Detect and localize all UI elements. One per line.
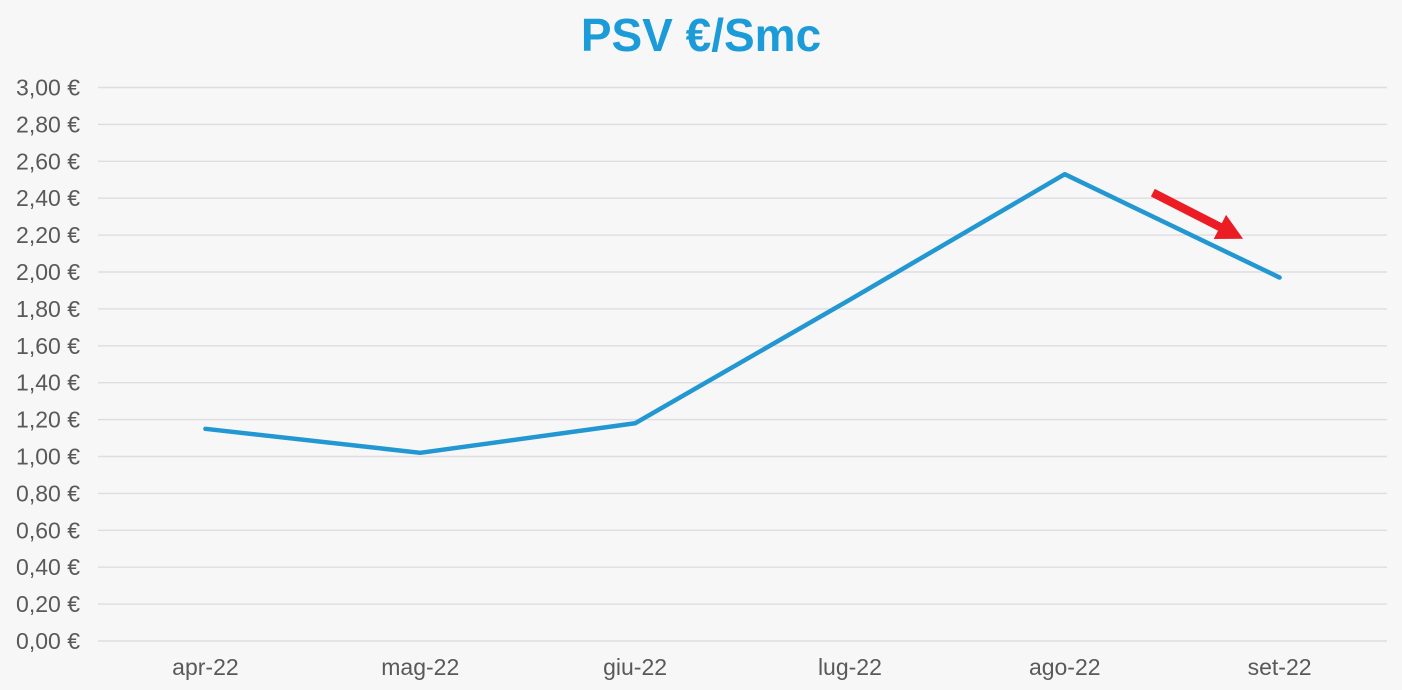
y-axis-tick-label: 2,00 € — [16, 259, 80, 285]
y-axis-tick-label: 2,80 € — [16, 111, 80, 137]
y-axis-tick-label: 2,20 € — [16, 222, 80, 248]
y-axis-tick-label: 0,00 € — [16, 628, 80, 654]
y-axis-tick-label: 0,40 € — [16, 554, 80, 580]
chart-title: PSV €/Smc — [580, 9, 822, 61]
x-axis-tick-label: set-22 — [1248, 654, 1312, 680]
x-axis-tick-label: apr-22 — [172, 654, 238, 680]
y-axis-tick-label: 0,80 € — [16, 480, 80, 506]
x-axis-tick-label: lug-22 — [818, 654, 882, 680]
price-line — [203, 171, 1282, 456]
y-axis-tick-label: 0,60 € — [16, 517, 80, 543]
y-axis-tick-label: 3,00 € — [16, 75, 80, 101]
y-axis-tick-label: 1,00 € — [16, 444, 80, 470]
x-axis-tick-label: mag-22 — [381, 654, 459, 680]
y-axis-tick-label: 1,80 € — [16, 296, 80, 322]
y-axis-tick-label: 2,40 € — [16, 185, 80, 211]
y-axis-tick-label: 0,20 € — [16, 591, 80, 617]
x-axis-tick-label: giu-22 — [603, 654, 667, 680]
x-axis-tick-label: ago-22 — [1029, 654, 1101, 680]
y-axis-tick-label: 1,20 € — [16, 407, 80, 433]
y-axis-tick-label: 2,60 € — [16, 148, 80, 174]
y-axis-tick-label: 1,60 € — [16, 333, 80, 359]
trend-arrow-shaft — [1150, 188, 1224, 232]
trend-arrow-head — [1213, 214, 1244, 239]
y-axis-tick-label: 1,40 € — [16, 370, 80, 396]
